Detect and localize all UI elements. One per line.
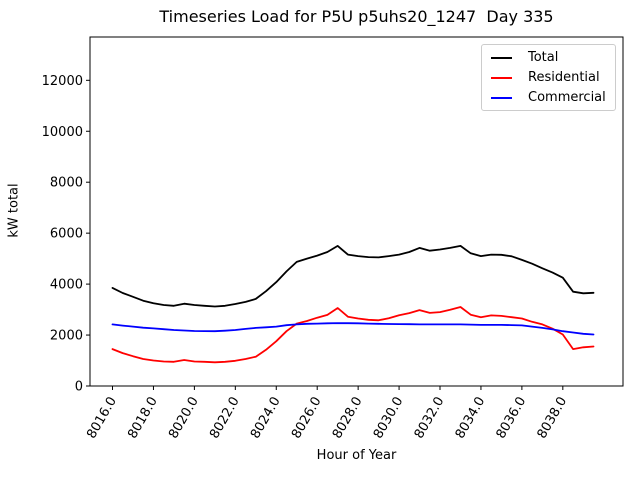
chart-title: Timeseries Load for P5U p5uhs20_1247 Day… <box>159 7 554 26</box>
plot-frame <box>89 36 624 387</box>
y-tick-label: 8000 <box>50 176 83 191</box>
x-tick-label: 8018.0 <box>125 395 161 442</box>
legend-label-residential: Residential <box>528 70 600 85</box>
legend-entry-commercial: Commercial <box>488 90 609 106</box>
legend-box: Total Residential Commercial <box>481 44 616 111</box>
x-tick-label: 8038.0 <box>535 395 571 442</box>
x-tick-label: 8022.0 <box>207 395 243 442</box>
legend-entry-total: Total <box>488 50 609 66</box>
x-tick-label: 8024.0 <box>248 395 284 442</box>
x-axis-label: Hour of Year <box>316 448 397 463</box>
residential-line-swatch <box>491 76 512 79</box>
residential-line <box>111 306 595 364</box>
y-axis-label: kW total <box>6 183 22 238</box>
legend-label-commercial: Commercial <box>528 90 606 105</box>
y-tick-label: 12000 <box>42 74 83 89</box>
x-tick-label: 8030.0 <box>371 395 407 442</box>
commercial-line-swatch <box>491 96 512 99</box>
x-tick-label: 8034.0 <box>453 395 489 442</box>
x-tick-label: 8028.0 <box>330 395 366 442</box>
y-tick-label: 2000 <box>50 329 83 344</box>
y-tick-label: 10000 <box>42 125 83 140</box>
y-tick-label: 0 <box>75 380 83 395</box>
total-line <box>111 244 595 308</box>
y-tick-label: 4000 <box>50 278 83 293</box>
x-tick-label: 8020.0 <box>166 395 202 442</box>
x-tick-label: 8032.0 <box>412 395 448 442</box>
x-tick-label: 8016.0 <box>84 395 120 442</box>
legend-entry-residential: Residential <box>488 70 609 86</box>
x-tick-label: 8036.0 <box>494 395 530 442</box>
x-tick-label: 8026.0 <box>289 395 325 442</box>
legend-label-total: Total <box>528 50 559 65</box>
y-tick-label: 6000 <box>50 227 83 242</box>
commercial-line <box>111 322 595 336</box>
total-line-swatch <box>491 56 512 59</box>
